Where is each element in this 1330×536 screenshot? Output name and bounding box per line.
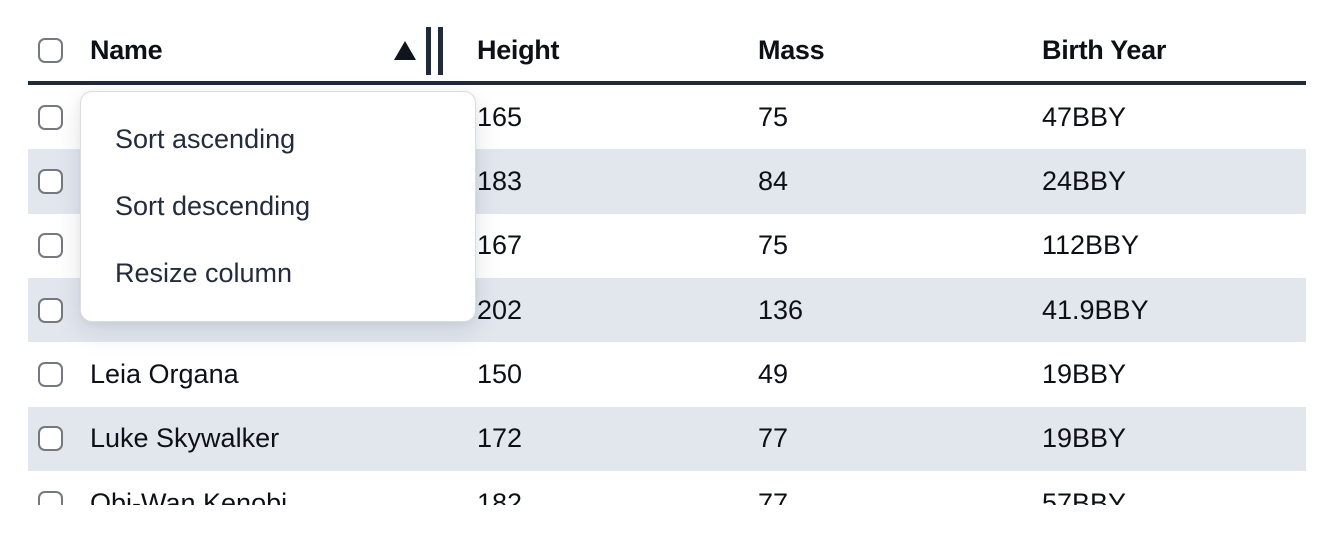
column-context-menu: Sort ascending Sort descending Resize co… (80, 91, 476, 322)
cell-birth-year: 41.9BBY (1042, 294, 1149, 325)
cell-mass: 84 (758, 165, 789, 196)
cell-height: 202 (477, 294, 523, 325)
cell-height: 182 (477, 487, 523, 505)
select-all-checkbox[interactable] (38, 38, 63, 63)
table-row: 165 75 47BBY (28, 85, 1306, 149)
table-row: 202 136 41.9BBY (28, 277, 1306, 343)
cell-mass: 75 (758, 230, 789, 261)
column-resize-handle[interactable] (426, 26, 443, 75)
cell-birth-year: 57BBY (1042, 487, 1127, 505)
menu-item-label: Sort descending (115, 191, 311, 221)
data-table: Name Height Mass Birth Year (28, 0, 1306, 505)
row-checkbox[interactable] (38, 168, 63, 194)
column-header-birth-year-label: Birth Year (1042, 35, 1167, 65)
cell-birth-year: 19BBY (1042, 358, 1127, 389)
cell-name: Obi-Wan Kenobi (90, 487, 288, 505)
row-checkbox[interactable] (38, 426, 63, 452)
cell-mass: 77 (758, 487, 789, 505)
column-header-mass[interactable]: Mass (758, 20, 1042, 81)
table-row: Obi-Wan Kenobi 182 77 57BBY (28, 471, 1306, 505)
table-body: 165 75 47BBY 183 84 24BBY 167 75 112BB (28, 85, 1306, 505)
cell-height: 172 (477, 423, 523, 454)
cell-height: 167 (477, 230, 523, 261)
column-header-birth-year[interactable]: Birth Year (1042, 20, 1306, 81)
table-header-row: Name Height Mass Birth Year (28, 0, 1306, 85)
cell-height: 165 (477, 101, 523, 132)
column-header-height-label: Height (477, 35, 560, 65)
row-checkbox[interactable] (38, 361, 63, 387)
row-checkbox[interactable] (38, 297, 63, 323)
menu-item-label: Sort ascending (115, 124, 296, 154)
table-row: Luke Skywalker 172 77 19BBY (28, 406, 1306, 471)
cell-mass: 136 (758, 294, 804, 325)
column-header-height[interactable]: Height (477, 20, 758, 81)
column-header-name[interactable]: Name (90, 20, 477, 81)
sort-ascending-icon (394, 41, 416, 60)
row-checkbox[interactable] (38, 233, 63, 259)
menu-item-sort-ascending[interactable]: Sort ascending (81, 106, 475, 173)
table-row: 167 75 112BBY (28, 214, 1306, 278)
cell-mass: 75 (758, 101, 789, 132)
cell-mass: 49 (758, 358, 789, 389)
menu-item-sort-descending[interactable]: Sort descending (81, 173, 475, 240)
column-header-mass-label: Mass (758, 35, 825, 65)
cell-birth-year: 19BBY (1042, 423, 1127, 454)
cell-birth-year: 47BBY (1042, 101, 1127, 132)
cell-height: 183 (477, 165, 523, 196)
select-all-cell (28, 20, 90, 81)
cell-mass: 77 (758, 423, 789, 454)
cell-name: Luke Skywalker (90, 423, 280, 454)
menu-item-resize-column[interactable]: Resize column (81, 240, 475, 307)
table-row: Leia Organa 150 49 19BBY (28, 342, 1306, 406)
cell-birth-year: 24BBY (1042, 165, 1127, 196)
resize-bar-icon (426, 26, 431, 75)
row-checkbox[interactable] (38, 104, 63, 130)
row-checkbox[interactable] (38, 490, 63, 505)
column-header-name-label: Name (90, 35, 163, 65)
cell-birth-year: 112BBY (1042, 230, 1140, 261)
menu-item-label: Resize column (115, 258, 293, 288)
resize-bar-icon (438, 26, 443, 75)
cell-name: Leia Organa (90, 358, 239, 389)
table: Name Height Mass Birth Year (28, 0, 1306, 505)
cell-height: 150 (477, 358, 523, 389)
